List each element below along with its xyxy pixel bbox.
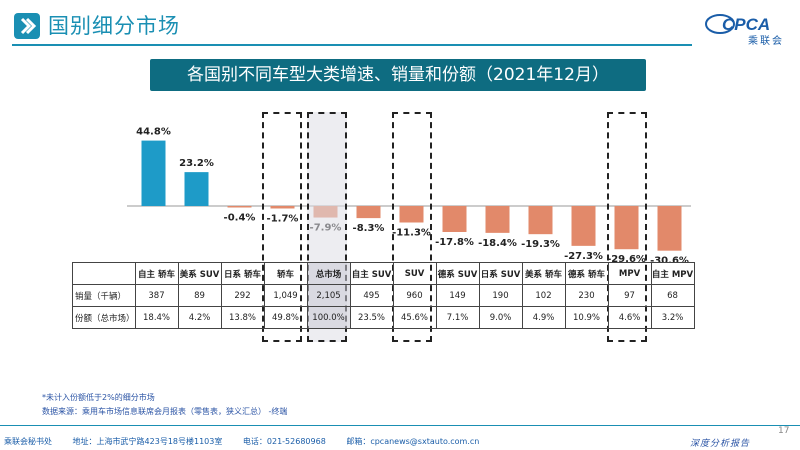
bar-10 (571, 206, 596, 246)
data-label-9: -19.3% (521, 239, 560, 250)
chart-title-banner: 各国别不同车型大类增速、销量和份额（2021年12月） (150, 59, 646, 91)
table-cell: 102 (521, 284, 566, 307)
table-cell: 10.9% (564, 306, 609, 329)
table-cell: 100.0% (306, 306, 351, 329)
sales-share-table: 自主 轿车 美系 SUV 日系 轿车 轿车 总市场 自主 SUV SUV 德系 SUV 日系 S… (72, 262, 695, 329)
table-cell: 4.2% (177, 306, 222, 329)
report-tag: 深度分析报告 (690, 439, 751, 449)
bar-5 (356, 206, 381, 219)
footer-email: 邮箱：cpcanews@sxtauto.com.cn (346, 437, 480, 446)
table-header-cell: 德系 轿车 (564, 262, 609, 285)
table-cell: 97 (607, 284, 652, 307)
table-header-cell: 自主 MPV (650, 262, 695, 285)
table-header-cell: MPV (607, 262, 652, 285)
data-label-3: -1.7% (267, 213, 299, 224)
table-cell: 960 (392, 284, 437, 307)
table-row-label: 销量（千辆） (72, 284, 136, 307)
table-corner-cell (72, 262, 136, 285)
data-label-8: -18.4% (478, 238, 517, 249)
table-cell: 4.6% (607, 306, 652, 329)
bar-9 (528, 206, 553, 235)
table-header-cell: SUV (392, 262, 437, 285)
table-cell: 4.9% (521, 306, 566, 329)
bar-11 (614, 206, 639, 250)
highlight-sedan (262, 112, 302, 342)
footer: 乘联会秘书处 地址：上海市武宁路423号18号楼1103室 电话：021-526… (4, 436, 497, 447)
footer-phone: 电话：021-52680968 (242, 437, 326, 446)
table-cell: 190 (478, 284, 523, 307)
table-header-cell: 美系 SUV (177, 262, 222, 285)
table-cell: 149 (435, 284, 480, 307)
logo-brand: CPCA (722, 15, 770, 34)
cpca-logo: CPCA (700, 6, 790, 48)
table-cell: 68 (650, 284, 695, 307)
bar-6 (399, 206, 424, 223)
data-label-7: -17.8% (435, 237, 474, 248)
table-row-label: 份额（总市场） (72, 306, 136, 329)
table-cell: 23.5% (349, 306, 394, 329)
highlight-mpv (607, 112, 647, 342)
table-header-cell: 德系 SUV (435, 262, 480, 285)
data-label-11: -29.6% (607, 254, 646, 262)
highlight-suv (392, 112, 432, 342)
data-label-12: -30.6% (650, 256, 689, 262)
table-cell: 13.8% (220, 306, 265, 329)
table-cell: 45.6% (392, 306, 437, 329)
footer-address: 地址：上海市武宁路423号18号楼1103室 (72, 437, 223, 446)
table-header-cell: 日系 SUV (478, 262, 523, 285)
table-cell: 18.4% (134, 306, 179, 329)
table-header-cell: 轿车 (263, 262, 308, 285)
bar-1 (184, 172, 209, 206)
bar-8 (485, 206, 510, 233)
table-cell: 1,049 (263, 284, 308, 307)
table-row: 份额（总市场） 18.4% 4.2% 13.8% 49.8% 100.0% 23.5% 45.… (72, 306, 695, 329)
bar-12 (657, 206, 682, 251)
data-label-10: -27.3% (564, 251, 603, 262)
data-label-5: -8.3% (353, 223, 385, 234)
footer-divider (0, 425, 800, 426)
table-cell: 2,105 (306, 284, 351, 307)
bar-0 (141, 140, 166, 206)
page-title: 国别细分市场 (48, 14, 180, 38)
table-header-cell: 美系 轿车 (521, 262, 566, 285)
header-chevron-icon (14, 13, 40, 39)
table-cell: 3.2% (650, 306, 695, 329)
logo-text: 乘联会 (748, 36, 784, 47)
bar-3 (270, 206, 295, 209)
bar-chart: 44.8%23.2%-0.4%-1.7%-7.9%-8.3%-11.3%-17.… (127, 127, 691, 262)
data-label-6: -11.3% (392, 227, 431, 238)
table-cell: 7.1% (435, 306, 480, 329)
page-number: 17 (778, 426, 790, 436)
table-header-row: 自主 轿车 美系 SUV 日系 轿车 轿车 总市场 自主 SUV SUV 德系 SUV 日系 S… (72, 262, 695, 285)
data-label-2: -0.4% (224, 213, 256, 224)
header-divider (12, 44, 692, 46)
data-label-1: 23.2% (179, 158, 214, 169)
table-cell: 387 (134, 284, 179, 307)
table-cell: 49.8% (263, 306, 308, 329)
table-header-cell: 日系 轿车 (220, 262, 265, 285)
table-cell: 89 (177, 284, 222, 307)
data-source: 数据来源：乘用车市场信息联席会月报表（零售表，狭义汇总） -终端 (42, 407, 288, 416)
table-cell: 9.0% (478, 306, 523, 329)
table-header-cell: 总市场 (306, 262, 351, 285)
table-cell: 495 (349, 284, 394, 307)
table-cell: 230 (564, 284, 609, 307)
table-cell: 292 (220, 284, 265, 307)
table-header-cell: 自主 轿车 (134, 262, 179, 285)
data-label-0: 44.8% (136, 127, 171, 138)
bar-7 (442, 206, 467, 232)
bar-2 (227, 206, 252, 208)
table-row: 销量（千辆） 387 89 292 1,049 2,105 495 960 149 190 102 2… (72, 284, 695, 307)
footer-org: 乘联会秘书处 (4, 437, 52, 446)
table-header-cell: 自主 SUV (349, 262, 394, 285)
footnote: *未计入份额低于2%的细分市场 (42, 393, 155, 402)
